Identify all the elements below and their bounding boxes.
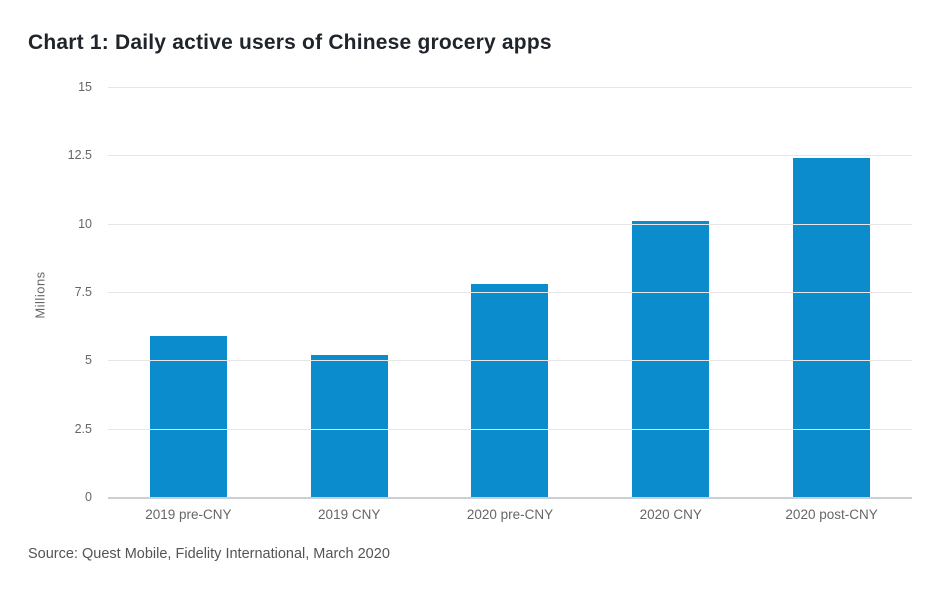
y-tick-label: 15 bbox=[78, 79, 92, 94]
source-note: Source: Quest Mobile, Fidelity Internati… bbox=[28, 546, 390, 562]
x-tick-label: 2019 pre-CNY bbox=[145, 507, 232, 522]
gridline bbox=[108, 155, 912, 157]
bar bbox=[310, 354, 388, 497]
x-tick-label: 2020 pre-CNY bbox=[466, 507, 554, 522]
bar-column bbox=[108, 87, 269, 497]
gridline bbox=[108, 87, 912, 88]
bar bbox=[632, 220, 710, 497]
y-tick-label: 0 bbox=[85, 489, 92, 504]
y-axis-labels: 0 2.5 5 7.5 10 12.5 15 bbox=[40, 81, 92, 503]
bar-column bbox=[269, 87, 430, 497]
gridline bbox=[108, 223, 912, 225]
bar bbox=[793, 158, 871, 497]
bars-container bbox=[108, 87, 912, 497]
bar-column bbox=[751, 87, 912, 497]
y-tick-label: 10 bbox=[78, 216, 92, 231]
x-tick-label: 2019 CNY bbox=[318, 507, 381, 522]
x-tick-label: 2020 CNY bbox=[639, 507, 702, 522]
gridline bbox=[108, 428, 912, 430]
bar bbox=[149, 335, 227, 497]
y-tick-label: 5 bbox=[85, 353, 92, 368]
gridline bbox=[108, 292, 912, 293]
bar bbox=[471, 283, 549, 497]
x-tick-label: 2020 post-CNY bbox=[785, 507, 878, 522]
bar-column bbox=[590, 87, 751, 497]
y-tick-label: 12.5 bbox=[67, 148, 92, 163]
gridline bbox=[108, 360, 912, 362]
y-tick-label: 2.5 bbox=[74, 421, 92, 436]
y-tick-label: 7.5 bbox=[74, 284, 92, 299]
chart-title: Chart 1: Daily active users of Chinese g… bbox=[28, 31, 552, 54]
x-axis-labels: 2019 pre-CNY 2019 CNY 2020 pre-CNY 2020 CNY… bbox=[108, 507, 912, 522]
plot-area bbox=[108, 87, 912, 499]
bar-column bbox=[430, 87, 591, 497]
